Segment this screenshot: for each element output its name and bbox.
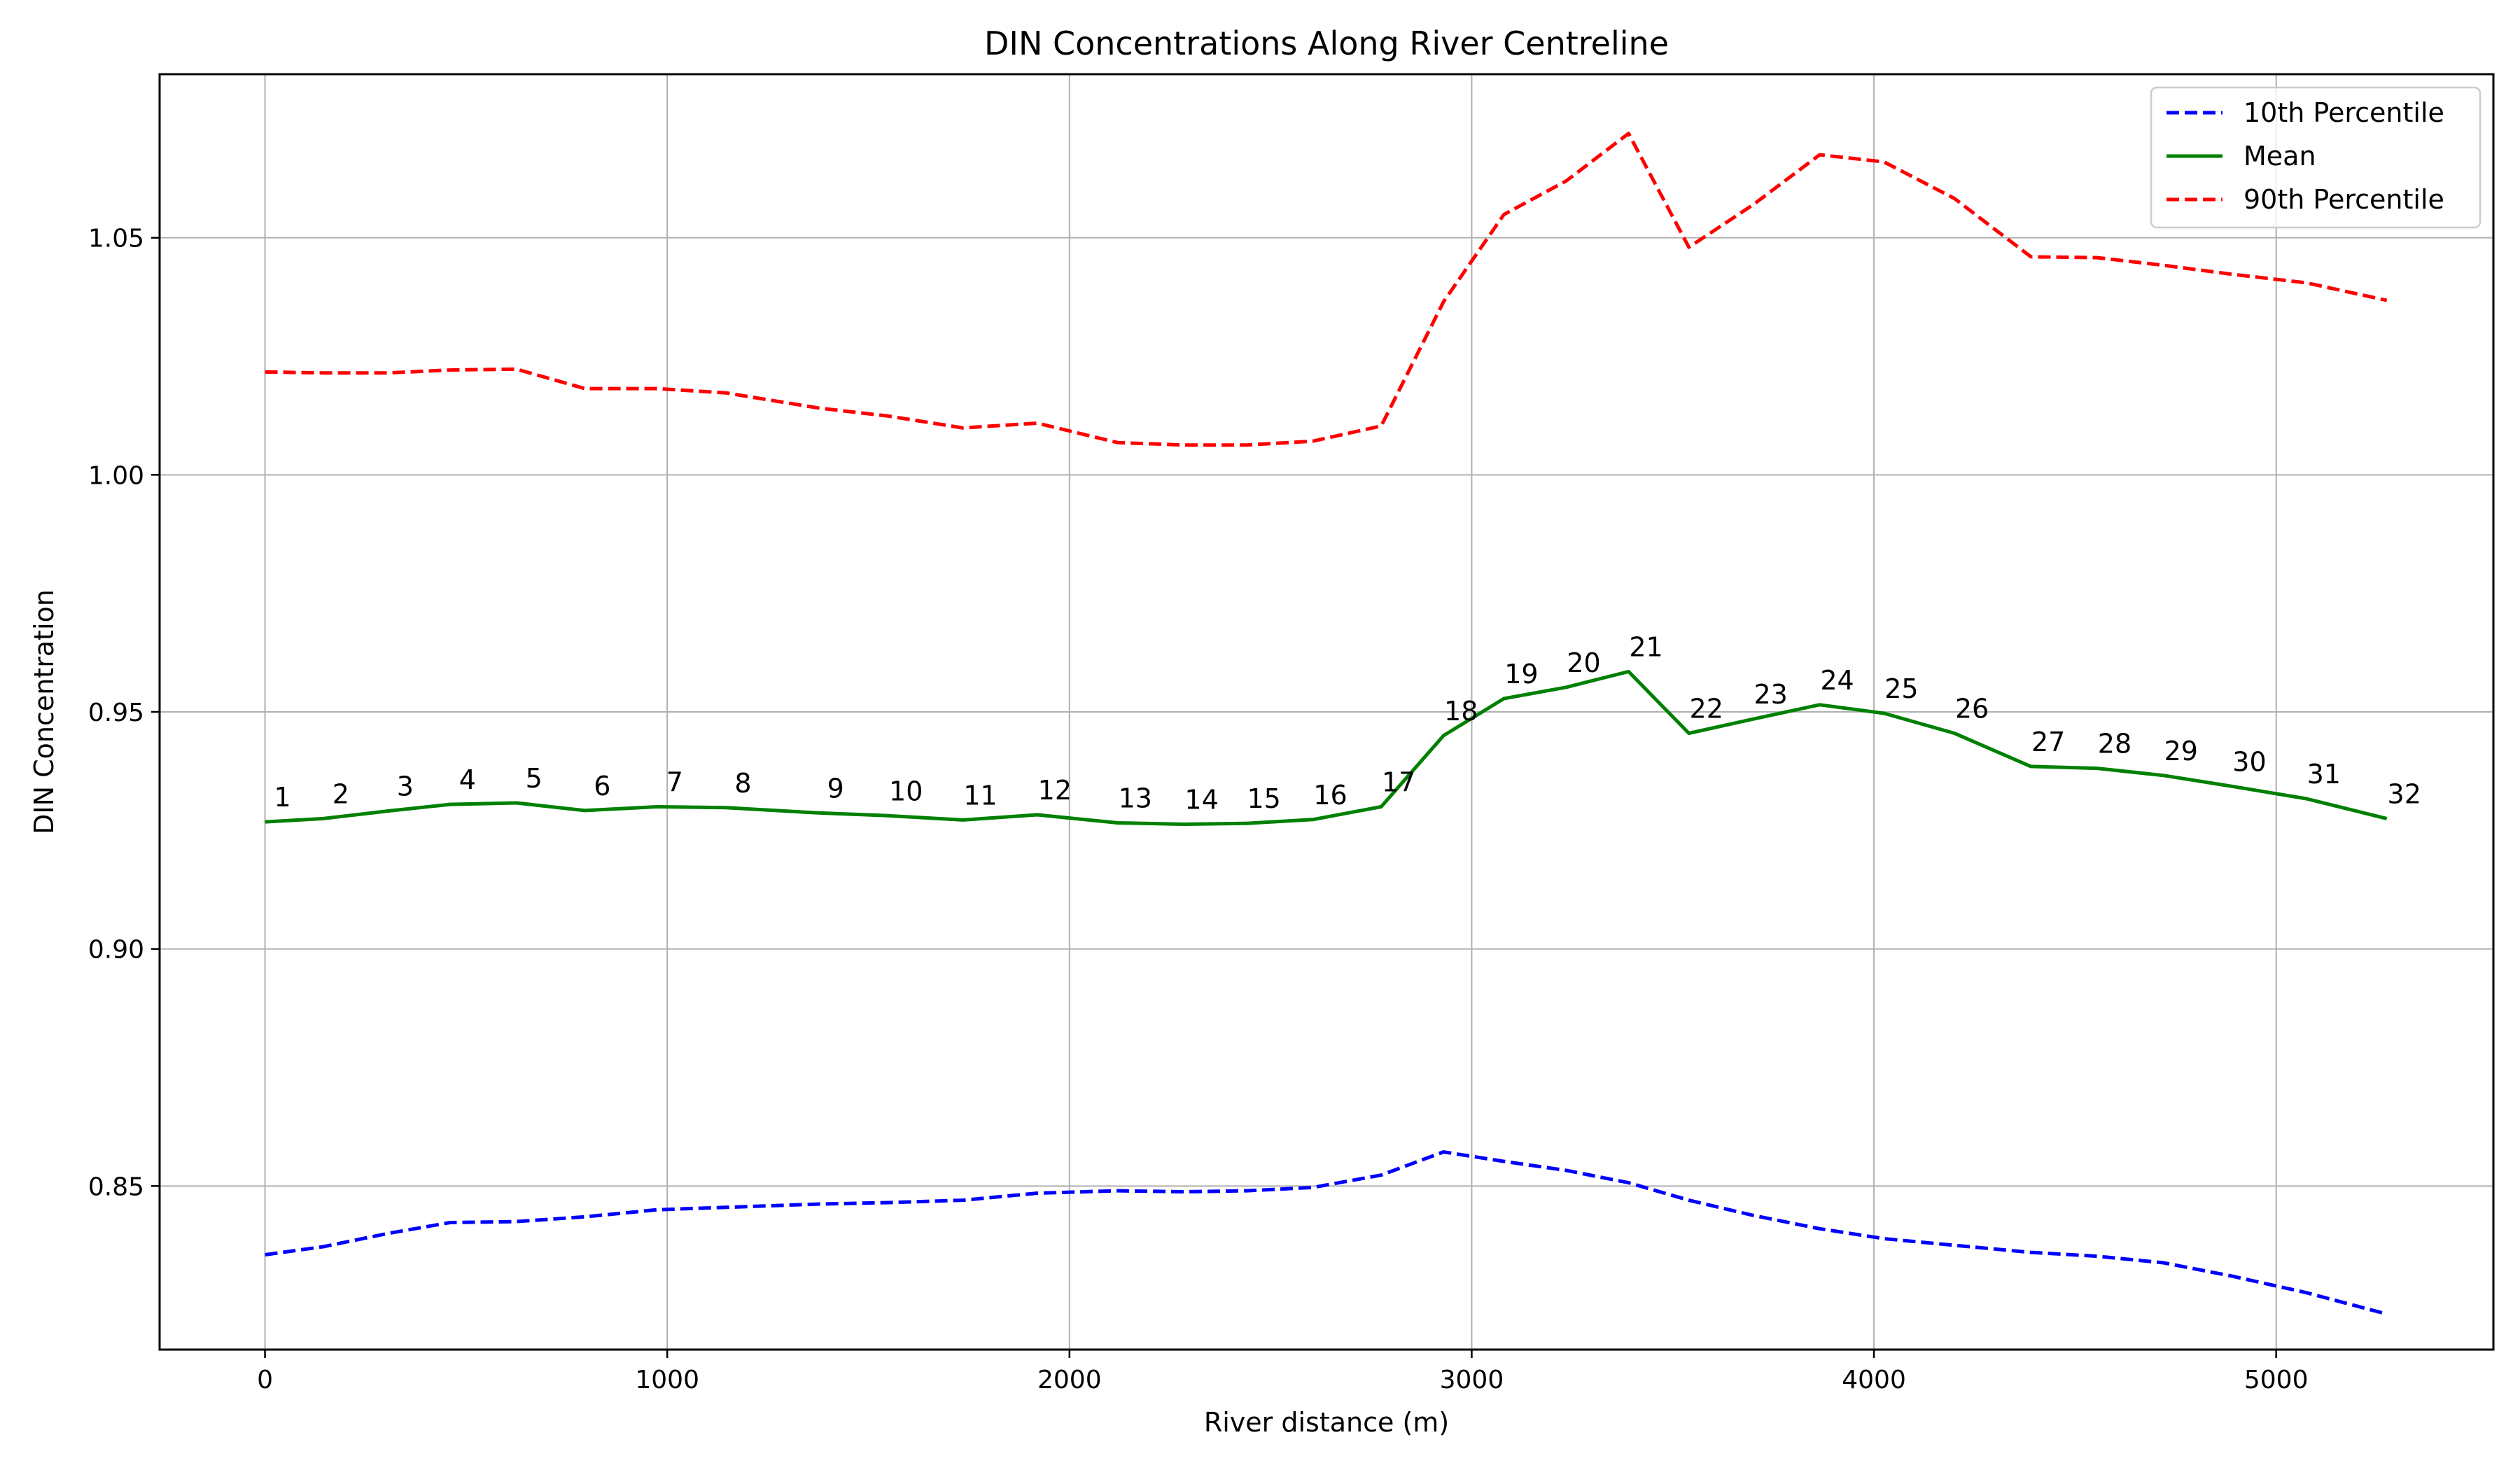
x-tick-label: 0: [257, 1366, 273, 1394]
y-tick-label: 0.85: [88, 1172, 144, 1201]
legend-box: [2150, 86, 2482, 229]
y-tick-label: 0.90: [88, 936, 144, 965]
point-label: 14: [1184, 785, 1218, 816]
point-label: 25: [1884, 673, 1918, 704]
point-label: 15: [1247, 783, 1280, 814]
series-line-10th-percentile: [265, 1150, 2388, 1316]
point-label: 9: [827, 773, 844, 804]
point-label: 19: [1504, 659, 1538, 690]
point-label: 31: [2307, 759, 2341, 790]
point-label: 28: [2098, 729, 2132, 760]
series-lines: [265, 132, 2388, 1316]
point-label: 4: [459, 764, 476, 795]
y-tick-label: 1.05: [88, 225, 144, 253]
point-label: 7: [666, 766, 683, 797]
point-label: 21: [1629, 631, 1662, 662]
point-label: 3: [397, 771, 414, 802]
y-axis-label: DIN Concentration: [29, 589, 59, 834]
point-label: 26: [1955, 693, 1989, 724]
x-tick-label: 1000: [635, 1366, 699, 1394]
legend: 10th Percentile Mean 90th Percentile: [2150, 86, 2482, 229]
point-label: 17: [1382, 766, 1415, 797]
point-label: 29: [2164, 736, 2198, 766]
point-label: 20: [1567, 648, 1600, 678]
point-label: 10: [889, 776, 923, 806]
point-label: 2: [332, 778, 349, 809]
legend-label: 90th Percentile: [2244, 184, 2444, 215]
x-tick-label: 2000: [1037, 1366, 1102, 1394]
point-label: 18: [1444, 696, 1478, 727]
point-label: 13: [1119, 783, 1152, 813]
y-tick-label: 0.95: [88, 699, 144, 727]
x-tick-label: 5000: [2244, 1366, 2309, 1394]
y-tick-label: 1.00: [88, 461, 144, 490]
point-label: 6: [594, 771, 610, 802]
point-label: 16: [1313, 780, 1347, 811]
axis-ticks: 0 1000 2000 3000 4000 5000 0.85 0.90 0.95 1.00 1.0…: [88, 225, 2309, 1394]
x-axis-label: River distance (m): [1204, 1407, 1449, 1438]
x-tick-label: 4000: [1842, 1366, 1906, 1394]
series-line-90th-percentile: [265, 132, 2388, 447]
point-label: 8: [734, 768, 751, 799]
point-label: 23: [1754, 679, 1788, 710]
series-line-mean: [265, 669, 2388, 826]
point-label: 5: [526, 763, 542, 794]
point-label: 22: [1690, 693, 1723, 724]
point-label: 24: [1820, 665, 1854, 696]
point-label: 1: [274, 782, 290, 813]
legend-label: 10th Percentile: [2244, 97, 2444, 128]
point-label: 32: [2388, 778, 2421, 809]
x-tick-label: 3000: [1440, 1366, 1504, 1394]
chart-title: DIN Concentrations Along River Centrelin…: [984, 24, 1669, 62]
point-label: 27: [2031, 727, 2065, 757]
point-label: 12: [1038, 775, 1072, 806]
point-label: 30: [2232, 746, 2266, 777]
legend-label: Mean: [2244, 141, 2316, 172]
point-label: 11: [963, 780, 997, 811]
